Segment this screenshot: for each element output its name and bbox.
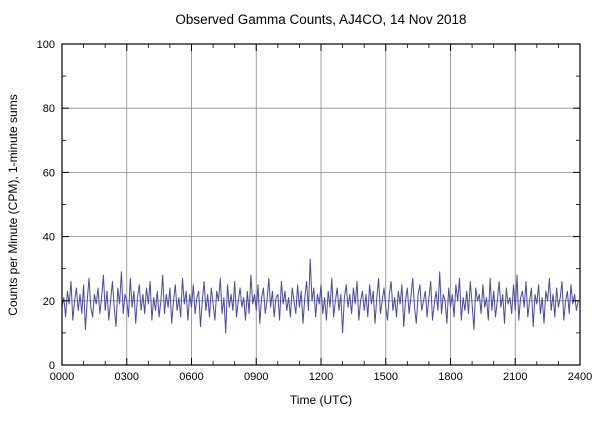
- x-tick-label: 1500: [374, 371, 398, 383]
- y-tick-label: 80: [43, 103, 55, 115]
- x-tick-label: 0600: [179, 371, 203, 383]
- chart-tick-labels: 0000 0300 0600 0900 1200 1500 1800 2100 2400 0 20 4…: [37, 39, 593, 383]
- x-tick-label: 2400: [568, 371, 592, 383]
- y-axis-title: Counts per Minute (CPM), 1-minute sums: [6, 94, 20, 315]
- chart-gridlines: [62, 44, 580, 365]
- x-tick-label: 0300: [115, 371, 139, 383]
- y-tick-label: 0: [49, 360, 55, 372]
- y-tick-label: 100: [37, 39, 55, 51]
- x-tick-label: 2100: [503, 371, 527, 383]
- plot-border: [61, 43, 581, 366]
- x-tick-label: 1200: [309, 371, 333, 383]
- x-axis-title: Time (UTC): [290, 393, 352, 407]
- chart-title: Observed Gamma Counts, AJ4CO, 14 Nov 201…: [175, 12, 466, 27]
- x-tick-label: 0900: [244, 371, 268, 383]
- gamma-counts-series: [61, 258, 579, 334]
- y-tick-label: 40: [43, 232, 55, 244]
- x-tick-label: 0000: [50, 371, 74, 383]
- y-tick-label: 20: [43, 296, 55, 308]
- x-tick-label: 1800: [438, 371, 462, 383]
- y-tick-label: 60: [43, 167, 55, 179]
- chart-series-line: [61, 258, 579, 334]
